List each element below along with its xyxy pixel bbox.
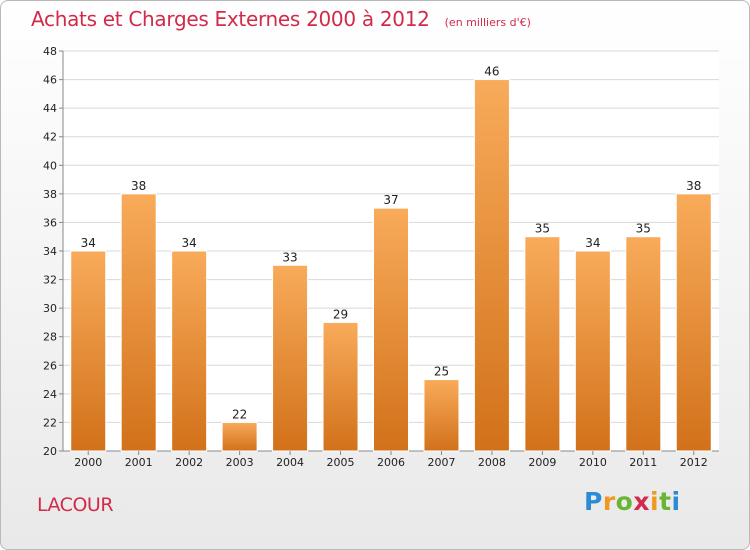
y-tick-label: 20	[43, 445, 57, 458]
bar	[70, 250, 107, 452]
bar	[221, 421, 258, 452]
logo-letter: P	[584, 487, 603, 516]
x-tick-label: 2004	[276, 456, 304, 469]
y-tick-label: 42	[43, 131, 57, 144]
bar	[120, 193, 157, 452]
data-label: 46	[484, 65, 499, 79]
logo-letter: r	[602, 487, 616, 516]
logo-letter: i	[650, 487, 660, 516]
data-label: 37	[383, 193, 398, 207]
logo-letter: o	[615, 487, 634, 516]
y-tick-label: 34	[43, 245, 57, 258]
x-tick-label: 2001	[125, 456, 153, 469]
y-tick-label: 44	[43, 102, 57, 115]
x-tick-label: 2012	[680, 456, 708, 469]
y-tick-label: 48	[43, 45, 57, 58]
logo-letter: t	[659, 487, 672, 516]
data-label: 29	[333, 307, 348, 321]
y-tick-label: 30	[43, 302, 57, 315]
y-tick-label: 46	[43, 74, 57, 87]
bar	[473, 79, 510, 452]
x-tick-label: 2002	[175, 456, 203, 469]
y-tick-label: 36	[43, 216, 57, 229]
x-tick-label: 2005	[327, 456, 355, 469]
y-tick-label: 22	[43, 416, 57, 429]
y-tick-label: 38	[43, 188, 57, 201]
bar	[675, 193, 712, 452]
data-label: 22	[232, 407, 247, 421]
x-tick-label: 2008	[478, 456, 506, 469]
x-tick-label: 2011	[629, 456, 657, 469]
y-tick-label: 40	[43, 159, 57, 172]
logo-letter: x	[633, 487, 650, 516]
data-label: 38	[131, 179, 146, 193]
x-tick-label: 2009	[528, 456, 556, 469]
data-label: 35	[535, 222, 550, 236]
bar	[272, 264, 309, 452]
bar	[171, 250, 208, 452]
y-tick-label: 24	[43, 388, 57, 401]
y-tick-label: 28	[43, 331, 57, 344]
logo-letter: i	[671, 487, 681, 516]
chart-title: Achats et Charges Externes 2000 à 2012	[31, 7, 430, 31]
bar	[524, 236, 561, 452]
data-label: 25	[434, 365, 449, 379]
data-label: 35	[636, 222, 651, 236]
data-label: 34	[81, 236, 96, 250]
bar	[625, 236, 662, 452]
x-tick-label: 2003	[226, 456, 254, 469]
x-tick-label: 2000	[74, 456, 102, 469]
data-label: 33	[282, 250, 297, 264]
data-label: 38	[686, 179, 701, 193]
y-tick-label: 32	[43, 274, 57, 287]
x-tick-label: 2010	[579, 456, 607, 469]
bar	[423, 379, 460, 452]
data-label: 34	[585, 236, 600, 250]
bar	[322, 321, 359, 452]
bar	[373, 207, 409, 452]
x-tick-label: 2006	[377, 456, 405, 469]
place-name: LACOUR	[37, 494, 114, 516]
data-label: 34	[182, 236, 197, 250]
chart-subtitle: (en milliers d'€)	[444, 16, 531, 29]
bar	[574, 250, 611, 452]
title-row: Achats et Charges Externes 2000 à 2012 (…	[31, 7, 531, 31]
y-tick-label: 26	[43, 359, 57, 372]
x-tick-label: 2007	[427, 456, 455, 469]
proxiti-logo: Proxiti	[584, 487, 681, 516]
